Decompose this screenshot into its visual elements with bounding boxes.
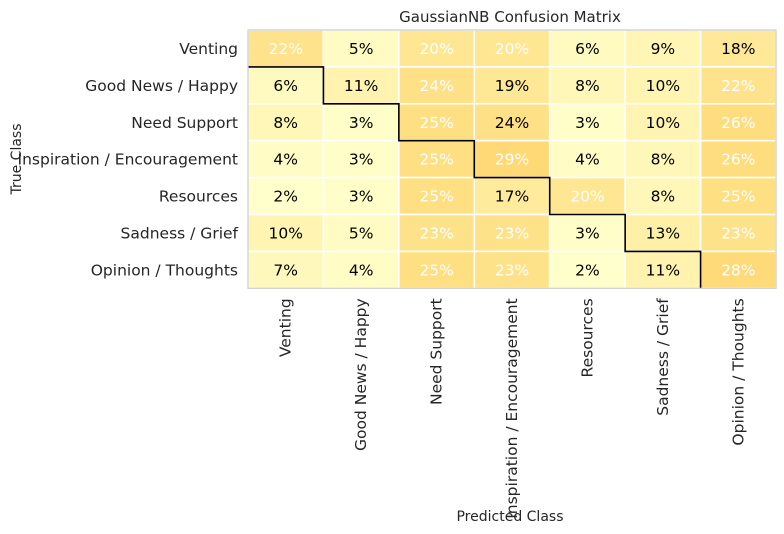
heatmap-cell (322, 213, 400, 253)
cell-value-label: 5% (349, 224, 374, 242)
cell-value-label: 25% (419, 151, 453, 169)
x-tick-label: Venting (277, 298, 295, 357)
heatmap-cell (624, 139, 702, 179)
cell-value-label: 29% (495, 151, 529, 169)
heatmap-cell (699, 213, 777, 253)
cell-value-label: 19% (495, 77, 529, 95)
cell-value-label: 8% (273, 114, 298, 132)
cell-value-label: 2% (575, 261, 600, 279)
heatmap-cell (322, 103, 400, 142)
heatmap-cell (247, 176, 325, 216)
x-tick-label: Opinion / Thoughts (729, 298, 747, 445)
cell-value-label: 20% (570, 188, 604, 206)
cell-value-label: 17% (495, 188, 529, 206)
cell-value-label: 20% (495, 40, 529, 58)
cell-value-label: 10% (646, 77, 680, 95)
cell-value-label: 25% (419, 188, 453, 206)
cell-value-label: 11% (344, 77, 378, 95)
cell-value-label: 25% (419, 114, 453, 132)
x-tick-label: Sadness / Grief (654, 298, 672, 416)
cell-value-label: 22% (268, 40, 302, 58)
heatmap-cell (624, 103, 702, 142)
y-tick-label: Sadness / Grief (121, 224, 239, 242)
cell-value-label: 22% (721, 77, 755, 95)
cell-value-label: 10% (268, 224, 302, 242)
cell-value-label: 5% (349, 40, 374, 58)
heatmap-cell (322, 29, 400, 68)
cell-value-label: 6% (273, 77, 298, 95)
heatmap-cell (699, 103, 777, 142)
heatmap-cell (699, 250, 777, 290)
x-tick-label: Good News / Happy (352, 298, 370, 451)
cell-value-label: 25% (721, 188, 755, 206)
y-tick-label: Need Support (131, 114, 238, 132)
x-tick-label: Resources (578, 298, 596, 377)
y-tick-label: Inspiration / Encouragement (18, 151, 238, 169)
cell-value-label: 23% (721, 224, 755, 242)
heatmap-cell (624, 29, 702, 68)
cell-value-label: 23% (419, 224, 453, 242)
heatmap-cell (322, 139, 400, 179)
cell-value-label: 28% (721, 261, 755, 279)
cell-value-label: 4% (575, 151, 600, 169)
cell-value-label: 8% (575, 77, 600, 95)
heatmap-cell-labels: 22% 5% 20% 20% 6% 9% 18% 6% 11% 24% 19% 8% 10% 22% 8% 3… (268, 40, 755, 279)
x-tick-label: Need Support (428, 298, 446, 405)
heatmap-cell (398, 176, 476, 216)
heatmap-cell (398, 250, 476, 290)
cell-value-label: 24% (495, 114, 529, 132)
cell-value-label: 26% (721, 151, 755, 169)
diagonal-outline (248, 66, 702, 289)
cell-value-label: 20% (419, 40, 453, 58)
cell-value-label: 4% (273, 151, 298, 169)
cell-value-label: 3% (575, 224, 600, 242)
cell-value-label: 3% (349, 114, 374, 132)
y-tick-label: Resources (159, 188, 238, 206)
heatmap-cell (699, 66, 777, 105)
cell-value-label: 3% (575, 114, 600, 132)
cell-value-label: 11% (646, 261, 680, 279)
cell-value-label: 7% (273, 261, 298, 279)
y-tick-label: Good News / Happy (85, 77, 238, 95)
y-tick-labels: Venting Good News / Happy Need Support Insp… (18, 40, 239, 279)
cell-value-label: 3% (349, 188, 374, 206)
heatmap-cell (247, 213, 325, 253)
cell-value-label: 24% (419, 77, 453, 95)
heatmap-cell (398, 66, 476, 105)
cell-value-label: 23% (495, 261, 529, 279)
heatmap-cell (548, 103, 626, 142)
x-tick-labels: Venting Good News / Happy Need Support Insp… (277, 298, 748, 519)
heatmap-cell (247, 139, 325, 179)
cell-value-label: 9% (651, 40, 676, 58)
cell-value-label: 2% (273, 188, 298, 206)
cell-value-label: 4% (349, 261, 374, 279)
cell-value-label: 23% (495, 224, 529, 242)
cell-value-label: 26% (721, 114, 755, 132)
cell-value-label: 8% (651, 188, 676, 206)
cell-value-label: 3% (349, 151, 374, 169)
heatmap-cell (473, 250, 551, 290)
x-tick-label: Inspiration / Encouragement (503, 298, 521, 518)
heatmap-cell (548, 66, 626, 105)
y-tick-label: Opinion / Thoughts (91, 261, 238, 279)
heatmap-cell (548, 250, 626, 290)
plot-frame (247, 29, 777, 289)
cell-value-label: 18% (721, 40, 755, 58)
cell-value-label: 8% (651, 151, 676, 169)
chart-title: GaussianNB Confusion Matrix (399, 8, 621, 26)
cell-value-label: 25% (419, 261, 453, 279)
cell-value-label: 6% (575, 40, 600, 58)
x-axis-label: Predicted Class (456, 509, 563, 525)
y-axis-label: True Class (9, 123, 25, 195)
heatmap-cell (624, 250, 702, 290)
y-tick-label: Venting (179, 40, 238, 58)
cell-value-label: 10% (646, 114, 680, 132)
cell-value-label: 13% (646, 224, 680, 242)
